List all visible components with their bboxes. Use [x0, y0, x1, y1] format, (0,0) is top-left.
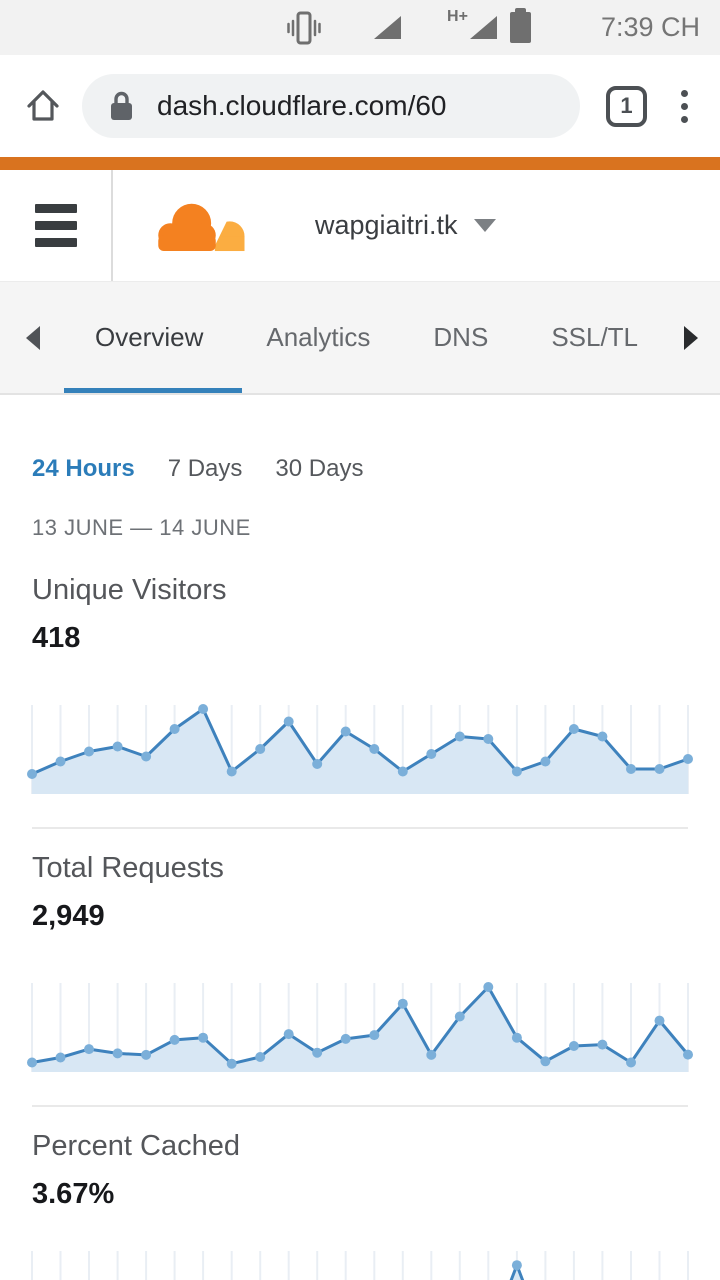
battery-icon: [509, 8, 531, 43]
metric-value: 2,949: [32, 900, 105, 932]
cloudflare-logo: [158, 203, 245, 255]
clock-time: 7:39 CH: [600, 12, 700, 42]
filter-24-hours[interactable]: 24 Hours: [32, 455, 135, 482]
metric-title: Percent Cached: [32, 1130, 240, 1162]
active-tab-underline: [64, 388, 242, 393]
header-divider: [111, 170, 113, 281]
tab-count-icon[interactable]: 1: [606, 85, 647, 127]
metric-title: Unique Visitors: [32, 574, 227, 606]
tab-count: 1: [620, 93, 633, 118]
tab-overview[interactable]: Overview: [95, 322, 204, 352]
home-icon[interactable]: [22, 85, 64, 127]
site-selector[interactable]: wapgiaitri.tk: [113, 170, 496, 281]
status-icons: H+: [286, 8, 531, 48]
network-type-label: H+: [447, 7, 468, 25]
section-divider: [32, 827, 688, 829]
metric-total-requests: Total Requests 2,949: [27, 851, 693, 1073]
filter-7-days[interactable]: 7 Days: [167, 455, 243, 482]
browser-toolbar: dash.cloudflare.com/60 1: [0, 55, 720, 157]
total-requests-chart: [27, 982, 693, 1072]
metric-value: 418: [32, 622, 81, 654]
section-divider: [32, 1105, 688, 1107]
section-tabs: Overview Analytics DNS SSL/TL: [0, 282, 720, 395]
filter-30-days[interactable]: 30 Days: [275, 455, 364, 482]
metric-percent-cached: Percent Cached 3.67%: [31, 1129, 689, 1280]
app-header: wapgiaitri.tk: [0, 170, 720, 282]
tab-dns[interactable]: DNS: [433, 322, 489, 352]
signal-icon-2: [469, 16, 497, 39]
date-range-label: 13 JUNE — 14 JUNE: [32, 515, 251, 540]
address-bar[interactable]: dash.cloudflare.com/60: [82, 74, 580, 138]
signal-icon: [374, 16, 402, 39]
metric-title: Total Requests: [32, 852, 224, 884]
time-range-filters: 24 Hours 7 Days 30 Days: [32, 455, 688, 483]
scroll-left-icon[interactable]: [26, 325, 40, 350]
scroll-right-icon[interactable]: [684, 325, 698, 350]
tab-ssl-tls[interactable]: SSL/TL: [551, 322, 639, 352]
brand-accent-bar: [0, 157, 720, 170]
url-text[interactable]: dash.cloudflare.com/60: [157, 90, 447, 121]
hamburger-icon[interactable]: [0, 170, 111, 281]
tab-analytics[interactable]: Analytics: [266, 322, 371, 352]
unique-visitors-chart: [27, 704, 693, 794]
metric-unique-visitors: Unique Visitors 418: [27, 573, 693, 795]
vibrate-icon: [287, 11, 321, 44]
overview-content: 24 Hours 7 Days 30 Days 13 JUNE — 14 JUN…: [0, 455, 720, 1280]
status-bar: H+ 7:39 CH: [0, 0, 720, 55]
overflow-menu-icon[interactable]: [671, 84, 698, 129]
chevron-down-icon: [473, 219, 496, 232]
percent-cached-chart: [31, 1251, 689, 1280]
lock-icon: [111, 91, 132, 120]
site-name: wapgiaitri.tk: [315, 210, 458, 240]
metric-value: 3.67%: [32, 1178, 115, 1210]
